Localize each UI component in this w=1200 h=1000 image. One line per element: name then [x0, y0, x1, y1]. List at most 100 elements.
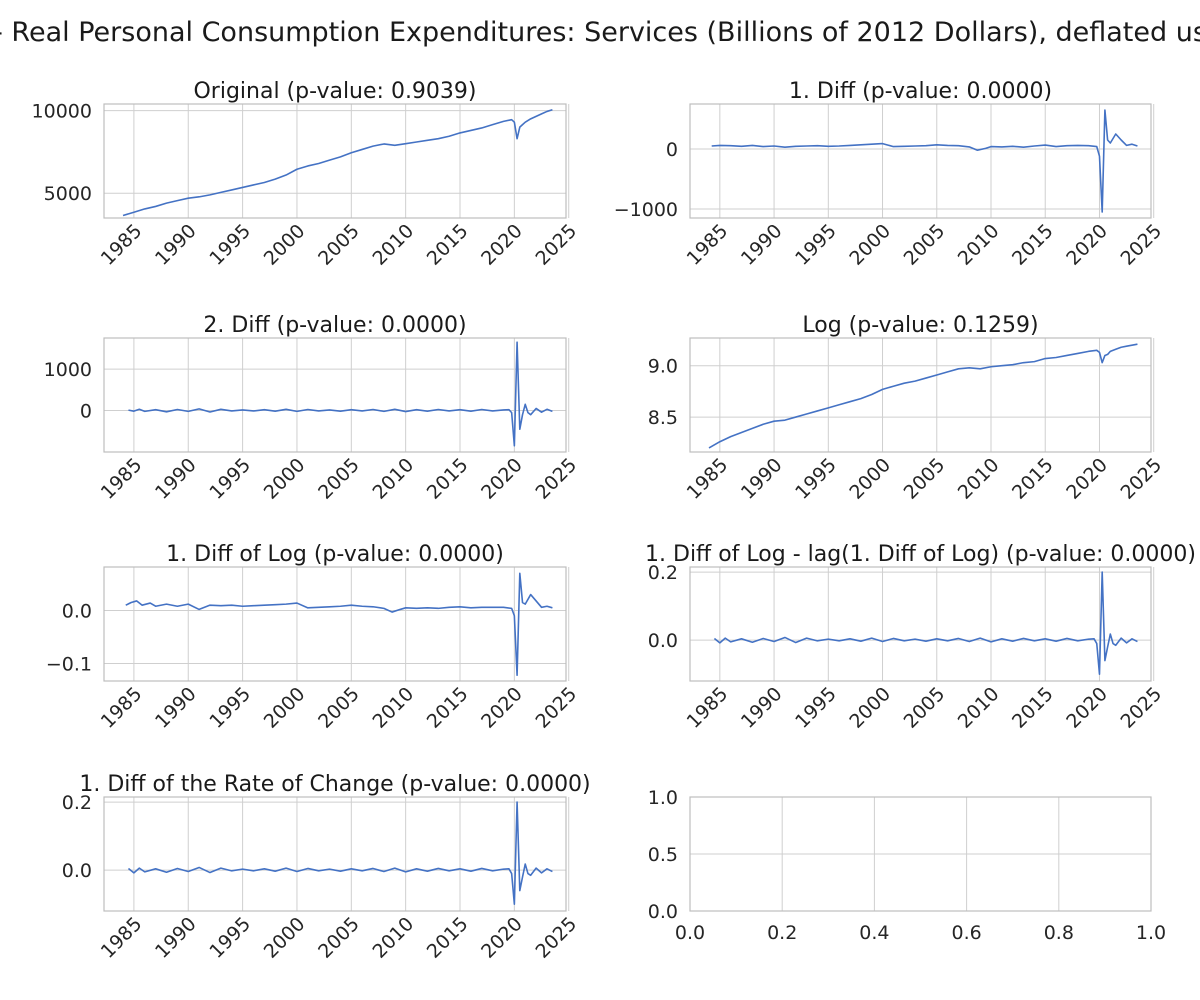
- x-tick-label: 2010: [368, 683, 418, 733]
- y-tick-label: 8.5: [648, 407, 678, 429]
- x-tick-label: 2025: [532, 454, 582, 504]
- subplot-title: 2. Diff (p-value: 0.0000): [203, 313, 466, 338]
- y-tick-label: 0.2: [648, 562, 678, 584]
- y-tick-label: 0.0: [62, 860, 92, 882]
- subplot-title: 1. Diff (p-value: 0.0000): [789, 79, 1052, 104]
- x-tick-label: 2020: [1062, 454, 1112, 504]
- series-line: [713, 571, 1138, 675]
- y-tick-label: 0: [666, 139, 678, 161]
- x-tick-label: 2010: [368, 454, 418, 504]
- axes-frame: [689, 566, 1152, 682]
- x-tick-label: 2015: [423, 913, 473, 963]
- y-tick-label: 1000: [44, 359, 92, 381]
- axes-frame: [103, 566, 567, 682]
- y-tick-label: 1.0: [648, 787, 678, 809]
- axes-frame: [103, 796, 567, 912]
- x-tick-label: 2015: [423, 220, 473, 270]
- x-tick-label: 1.0: [1136, 922, 1166, 944]
- y-tick-label: 0: [80, 401, 92, 423]
- x-tick-label: 2005: [314, 220, 364, 270]
- x-tick-label: 2005: [900, 454, 950, 504]
- y-tick-label: −0.1: [46, 654, 92, 676]
- x-tick-label: 2015: [423, 454, 473, 504]
- subplot-2: 1. Diff (p-value: 0.0000) −1000 0 1985 1990 1…: [614, 79, 1167, 270]
- series-line: [711, 109, 1138, 213]
- subplot-3: 2. Diff (p-value: 0.0000) 0 1000 1985 1990 19…: [44, 313, 582, 504]
- subplot-6: 1. Diff of Log - lag(1. Diff of Log) (p-…: [645, 542, 1196, 733]
- x-tick-label: 1990: [737, 454, 787, 504]
- x-tick-label: 0.2: [767, 922, 797, 944]
- x-tick-label: 1985: [683, 454, 733, 504]
- series-line: [708, 343, 1138, 449]
- y-tick-label: 10000: [32, 101, 92, 123]
- axes-frame: [103, 103, 567, 219]
- subplot-5: 1. Diff of Log (p-value: 0.0000) −0.1 0.0 1…: [46, 542, 581, 733]
- axes-frame: [689, 796, 1152, 912]
- x-tick-label: 1995: [791, 220, 841, 270]
- x-tick-label: 2000: [260, 454, 310, 504]
- y-tick-label: 0.2: [62, 792, 92, 814]
- x-tick-label: 2000: [260, 220, 310, 270]
- x-tick-label: 1985: [97, 913, 147, 963]
- subplot-title: Original (p-value: 0.9039): [193, 79, 476, 104]
- x-tick-label: 1985: [683, 683, 733, 733]
- x-tick-label: 2005: [900, 220, 950, 270]
- y-tick-label: 0.0: [648, 630, 678, 652]
- x-tick-label: 1985: [97, 683, 147, 733]
- series-line: [127, 801, 553, 905]
- x-tick-label: 2000: [260, 683, 310, 733]
- x-tick-label: 2010: [954, 683, 1004, 733]
- x-tick-label: 1990: [737, 220, 787, 270]
- x-tick-label: 1985: [97, 454, 147, 504]
- subplot-7: 1. Diff of the Rate of Change (p-value: …: [62, 772, 591, 963]
- figure-title: - Real Personal Consumption Expenditures…: [0, 17, 1200, 48]
- x-tick-label: 2000: [845, 454, 895, 504]
- x-tick-label: 2025: [532, 913, 582, 963]
- series-line: [125, 572, 553, 676]
- x-tick-label: 2010: [954, 454, 1004, 504]
- x-tick-label: 2025: [532, 220, 582, 270]
- x-tick-label: 1995: [205, 220, 255, 270]
- axes-frame: [103, 337, 567, 453]
- x-tick-label: 2025: [532, 683, 582, 733]
- x-tick-label: 2020: [1062, 683, 1112, 733]
- x-tick-label: 1990: [151, 454, 201, 504]
- x-tick-label: 0.0: [675, 922, 705, 944]
- x-tick-label: 2000: [845, 220, 895, 270]
- y-tick-label: 0.0: [62, 600, 92, 622]
- subplot-title: 1. Diff of Log (p-value: 0.0000): [166, 542, 504, 567]
- x-tick-label: 2025: [1116, 454, 1166, 504]
- x-tick-label: 2015: [1008, 683, 1058, 733]
- x-tick-label: 1985: [97, 220, 147, 270]
- x-tick-label: 2020: [477, 220, 527, 270]
- x-tick-label: 2020: [477, 683, 527, 733]
- x-tick-label: 2005: [314, 683, 364, 733]
- x-tick-label: 1985: [683, 220, 733, 270]
- subplot-title: 1. Diff of Log - lag(1. Diff of Log) (p-…: [645, 542, 1196, 567]
- x-tick-label: 2005: [900, 683, 950, 733]
- x-tick-label: 2025: [1116, 683, 1166, 733]
- x-tick-label: 2005: [314, 913, 364, 963]
- x-tick-label: 0.4: [859, 922, 889, 944]
- axes-frame: [689, 103, 1152, 219]
- x-tick-label: 2025: [1116, 220, 1166, 270]
- y-tick-label: 5000: [44, 183, 92, 205]
- x-tick-label: 1990: [151, 220, 201, 270]
- series-line: [128, 341, 553, 447]
- x-tick-label: 2015: [1008, 454, 1058, 504]
- x-tick-label: 2005: [314, 454, 364, 504]
- subplot-title: Log (p-value: 0.1259): [802, 313, 1038, 338]
- subplot-title: 1. Diff of the Rate of Change (p-value: …: [79, 772, 590, 797]
- x-tick-label: 2000: [845, 683, 895, 733]
- x-tick-label: 2020: [477, 454, 527, 504]
- y-tick-label: 0.5: [648, 844, 678, 866]
- x-tick-label: 1995: [205, 683, 255, 733]
- x-tick-label: 1995: [791, 683, 841, 733]
- y-tick-label: −1000: [614, 199, 678, 221]
- x-tick-label: 2020: [1062, 220, 1112, 270]
- x-tick-label: 2020: [477, 913, 527, 963]
